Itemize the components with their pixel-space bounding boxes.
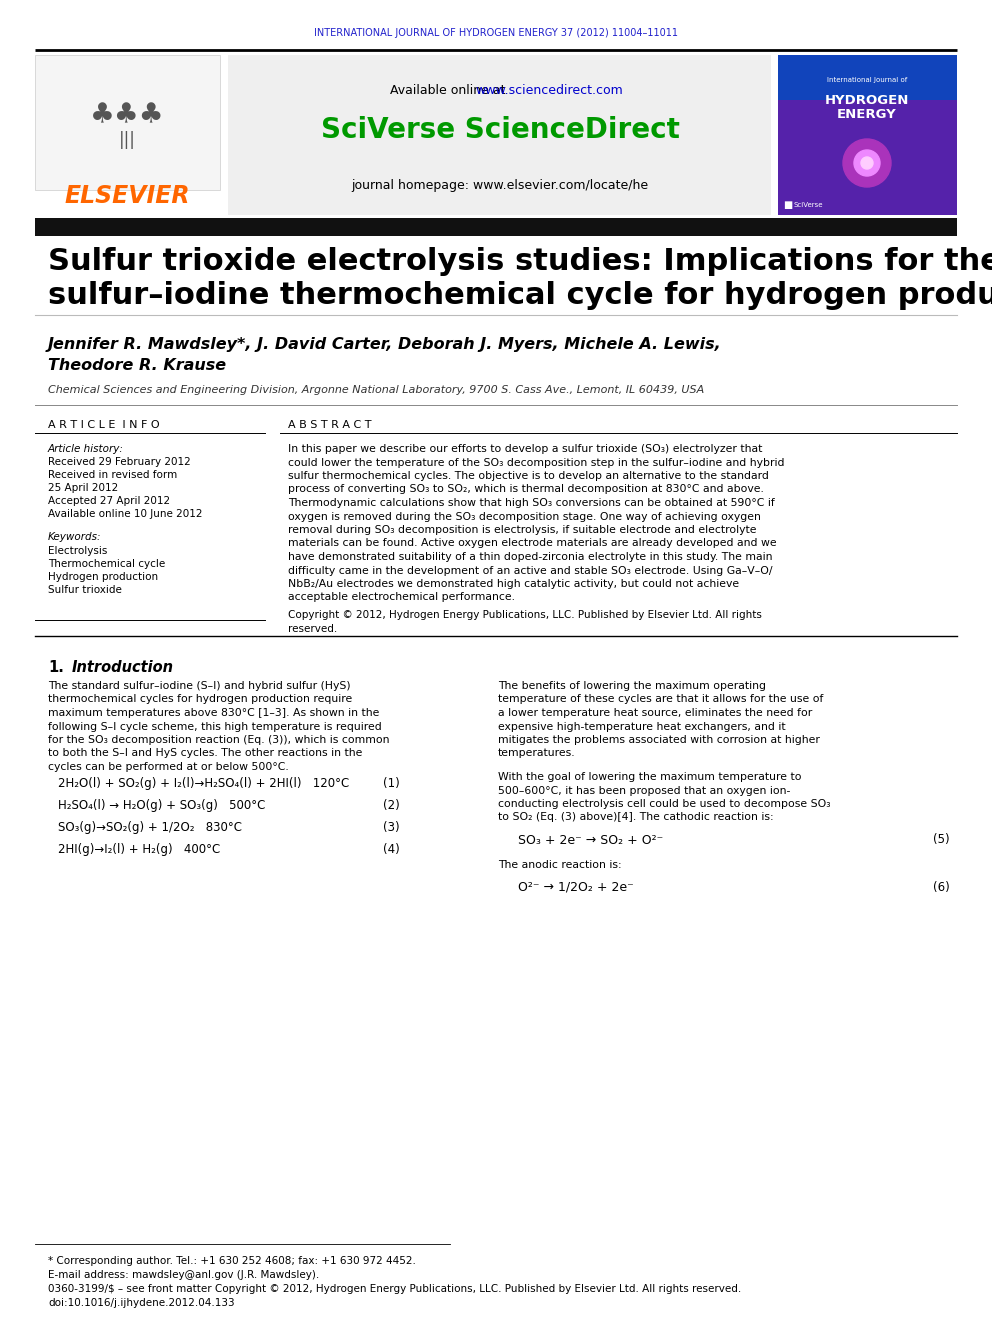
Text: for the SO₃ decomposition reaction (Eq. (3)), which is common: for the SO₃ decomposition reaction (Eq. … xyxy=(48,736,390,745)
Text: reserved.: reserved. xyxy=(288,623,337,634)
Text: temperatures.: temperatures. xyxy=(498,749,575,758)
Text: maximum temperatures above 830°C [1–3]. As shown in the: maximum temperatures above 830°C [1–3]. … xyxy=(48,708,379,718)
Text: The standard sulfur–iodine (S–I) and hybrid sulfur (HyS): The standard sulfur–iodine (S–I) and hyb… xyxy=(48,681,350,691)
Text: Available online at: Available online at xyxy=(390,83,510,97)
Text: have demonstrated suitability of a thin doped-zirconia electrolyte in this study: have demonstrated suitability of a thin … xyxy=(288,552,773,562)
Text: Received 29 February 2012: Received 29 February 2012 xyxy=(48,456,190,467)
Text: to both the S–I and HyS cycles. The other reactions in the: to both the S–I and HyS cycles. The othe… xyxy=(48,749,362,758)
Text: (1): (1) xyxy=(383,777,400,790)
Text: www.sciencedirect.com: www.sciencedirect.com xyxy=(475,83,623,97)
Text: INTERNATIONAL JOURNAL OF HYDROGEN ENERGY 37 (2012) 11004–11011: INTERNATIONAL JOURNAL OF HYDROGEN ENERGY… xyxy=(314,28,678,38)
Text: thermochemical cycles for hydrogen production require: thermochemical cycles for hydrogen produ… xyxy=(48,695,352,705)
Text: Sulfur trioxide electrolysis studies: Implications for the: Sulfur trioxide electrolysis studies: Im… xyxy=(48,247,992,277)
Text: conducting electrolysis cell could be used to decompose SO₃: conducting electrolysis cell could be us… xyxy=(498,799,830,808)
Text: |||: ||| xyxy=(119,131,136,149)
Text: (2): (2) xyxy=(383,799,400,812)
Text: to SO₂ (Eq. (3) above)[4]. The cathodic reaction is:: to SO₂ (Eq. (3) above)[4]. The cathodic … xyxy=(498,812,774,823)
Text: 2H₂O(l) + SO₂(g) + I₂(l)→H₂SO₄(l) + 2HI(l)   120°C: 2H₂O(l) + SO₂(g) + I₂(l)→H₂SO₄(l) + 2HI(… xyxy=(58,777,349,790)
Text: could lower the temperature of the SO₃ decomposition step in the sulfur–iodine a: could lower the temperature of the SO₃ d… xyxy=(288,458,785,467)
Text: 25 April 2012: 25 April 2012 xyxy=(48,483,118,493)
Text: doi:10.1016/j.ijhydene.2012.04.133: doi:10.1016/j.ijhydene.2012.04.133 xyxy=(48,1298,235,1308)
Text: temperature of these cycles are that it allows for the use of: temperature of these cycles are that it … xyxy=(498,695,823,705)
Text: acceptable electrochemical performance.: acceptable electrochemical performance. xyxy=(288,593,515,602)
Text: The benefits of lowering the maximum operating: The benefits of lowering the maximum ope… xyxy=(498,681,766,691)
Bar xyxy=(778,56,957,216)
Text: 1.: 1. xyxy=(48,660,63,675)
Text: removal during SO₃ decomposition is electrolysis, if suitable electrode and elec: removal during SO₃ decomposition is elec… xyxy=(288,525,757,534)
Text: H₂SO₄(l) → H₂O(g) + SO₃(g)   500°C: H₂SO₄(l) → H₂O(g) + SO₃(g) 500°C xyxy=(58,799,266,812)
Text: journal homepage: www.elsevier.com/locate/he: journal homepage: www.elsevier.com/locat… xyxy=(351,179,649,192)
Text: Article history:: Article history: xyxy=(48,445,124,454)
Circle shape xyxy=(861,157,873,169)
Bar xyxy=(778,101,957,216)
Text: sulfur–iodine thermochemical cycle for hydrogen production: sulfur–iodine thermochemical cycle for h… xyxy=(48,282,992,311)
Text: ELSEVIER: ELSEVIER xyxy=(64,184,189,208)
Text: E-mail address: mawdsley@anl.gov (J.R. Mawdsley).: E-mail address: mawdsley@anl.gov (J.R. M… xyxy=(48,1270,319,1279)
Text: 0360-3199/$ – see front matter Copyright © 2012, Hydrogen Energy Publications, L: 0360-3199/$ – see front matter Copyright… xyxy=(48,1285,741,1294)
Text: sulfur thermochemical cycles. The objective is to develop an alternative to the : sulfur thermochemical cycles. The object… xyxy=(288,471,769,482)
Text: Accepted 27 April 2012: Accepted 27 April 2012 xyxy=(48,496,170,505)
Text: Chemical Sciences and Engineering Division, Argonne National Laboratory, 9700 S.: Chemical Sciences and Engineering Divisi… xyxy=(48,385,704,396)
Text: Hydrogen production: Hydrogen production xyxy=(48,572,158,582)
Text: Received in revised form: Received in revised form xyxy=(48,470,178,480)
Text: SciVerse: SciVerse xyxy=(793,202,822,208)
Text: process of converting SO₃ to SO₂, which is thermal decomposition at 830°C and ab: process of converting SO₃ to SO₂, which … xyxy=(288,484,764,495)
Text: A B S T R A C T: A B S T R A C T xyxy=(288,419,371,430)
Text: oxygen is removed during the SO₃ decomposition stage. One way of achieving oxyge: oxygen is removed during the SO₃ decompo… xyxy=(288,512,761,521)
Text: difficulty came in the development of an active and stable SO₃ electrode. Using : difficulty came in the development of an… xyxy=(288,565,773,576)
Text: SO₃ + 2e⁻ → SO₂ + O²⁻: SO₃ + 2e⁻ → SO₂ + O²⁻ xyxy=(518,833,664,847)
Text: materials can be found. Active oxygen electrode materials are already developed : materials can be found. Active oxygen el… xyxy=(288,538,777,549)
Text: Theodore R. Krause: Theodore R. Krause xyxy=(48,359,226,373)
Text: 2HI(g)→I₂(l) + H₂(g)   400°C: 2HI(g)→I₂(l) + H₂(g) 400°C xyxy=(58,843,220,856)
Text: A R T I C L E  I N F O: A R T I C L E I N F O xyxy=(48,419,160,430)
Text: Electrolysis: Electrolysis xyxy=(48,546,107,556)
Text: Available online 10 June 2012: Available online 10 June 2012 xyxy=(48,509,202,519)
Text: (5): (5) xyxy=(933,833,950,847)
Text: NbB₂/Au electrodes we demonstrated high catalytic activity, but could not achiev: NbB₂/Au electrodes we demonstrated high … xyxy=(288,579,739,589)
Text: ■: ■ xyxy=(783,200,793,210)
Text: SciVerse ScienceDirect: SciVerse ScienceDirect xyxy=(320,116,680,144)
Text: International Journal of: International Journal of xyxy=(827,77,907,83)
Circle shape xyxy=(854,149,880,176)
Text: * Corresponding author. Tel.: +1 630 252 4608; fax: +1 630 972 4452.: * Corresponding author. Tel.: +1 630 252… xyxy=(48,1256,416,1266)
Bar xyxy=(35,218,957,235)
Text: 500–600°C, it has been proposed that an oxygen ion-: 500–600°C, it has been proposed that an … xyxy=(498,786,791,795)
Text: O²⁻ → 1/2O₂ + 2e⁻: O²⁻ → 1/2O₂ + 2e⁻ xyxy=(518,881,634,893)
Text: mitigates the problems associated with corrosion at higher: mitigates the problems associated with c… xyxy=(498,736,819,745)
Text: Jennifer R. Mawdsley*, J. David Carter, Deborah J. Myers, Michele A. Lewis,: Jennifer R. Mawdsley*, J. David Carter, … xyxy=(48,337,722,352)
Text: HYDROGEN: HYDROGEN xyxy=(824,94,910,106)
Text: Keywords:: Keywords: xyxy=(48,532,101,542)
Bar xyxy=(228,56,771,216)
Text: In this paper we describe our efforts to develop a sulfur trioxide (SO₃) electro: In this paper we describe our efforts to… xyxy=(288,445,763,454)
Text: SO₃(g)→SO₂(g) + 1/2O₂   830°C: SO₃(g)→SO₂(g) + 1/2O₂ 830°C xyxy=(58,822,242,833)
Text: ENERGY: ENERGY xyxy=(837,108,897,122)
Text: (6): (6) xyxy=(933,881,950,893)
Text: The anodic reaction is:: The anodic reaction is: xyxy=(498,860,622,871)
Text: With the goal of lowering the maximum temperature to: With the goal of lowering the maximum te… xyxy=(498,773,802,782)
Bar xyxy=(35,56,220,191)
Text: Sulfur trioxide: Sulfur trioxide xyxy=(48,585,122,595)
Text: Introduction: Introduction xyxy=(72,660,174,675)
Circle shape xyxy=(843,139,891,187)
Text: (4): (4) xyxy=(383,843,400,856)
Text: Copyright © 2012, Hydrogen Energy Publications, LLC. Published by Elsevier Ltd. : Copyright © 2012, Hydrogen Energy Public… xyxy=(288,610,762,620)
Text: Thermodynamic calculations show that high SO₃ conversions can be obtained at 590: Thermodynamic calculations show that hig… xyxy=(288,497,775,508)
Text: (3): (3) xyxy=(383,822,400,833)
Text: ♣♣♣: ♣♣♣ xyxy=(89,101,165,130)
Text: following S–I cycle scheme, this high temperature is required: following S–I cycle scheme, this high te… xyxy=(48,721,382,732)
Text: cycles can be performed at or below 500°C.: cycles can be performed at or below 500°… xyxy=(48,762,289,773)
Text: Thermochemical cycle: Thermochemical cycle xyxy=(48,560,166,569)
Text: expensive high-temperature heat exchangers, and it: expensive high-temperature heat exchange… xyxy=(498,721,786,732)
Text: a lower temperature heat source, eliminates the need for: a lower temperature heat source, elimina… xyxy=(498,708,812,718)
